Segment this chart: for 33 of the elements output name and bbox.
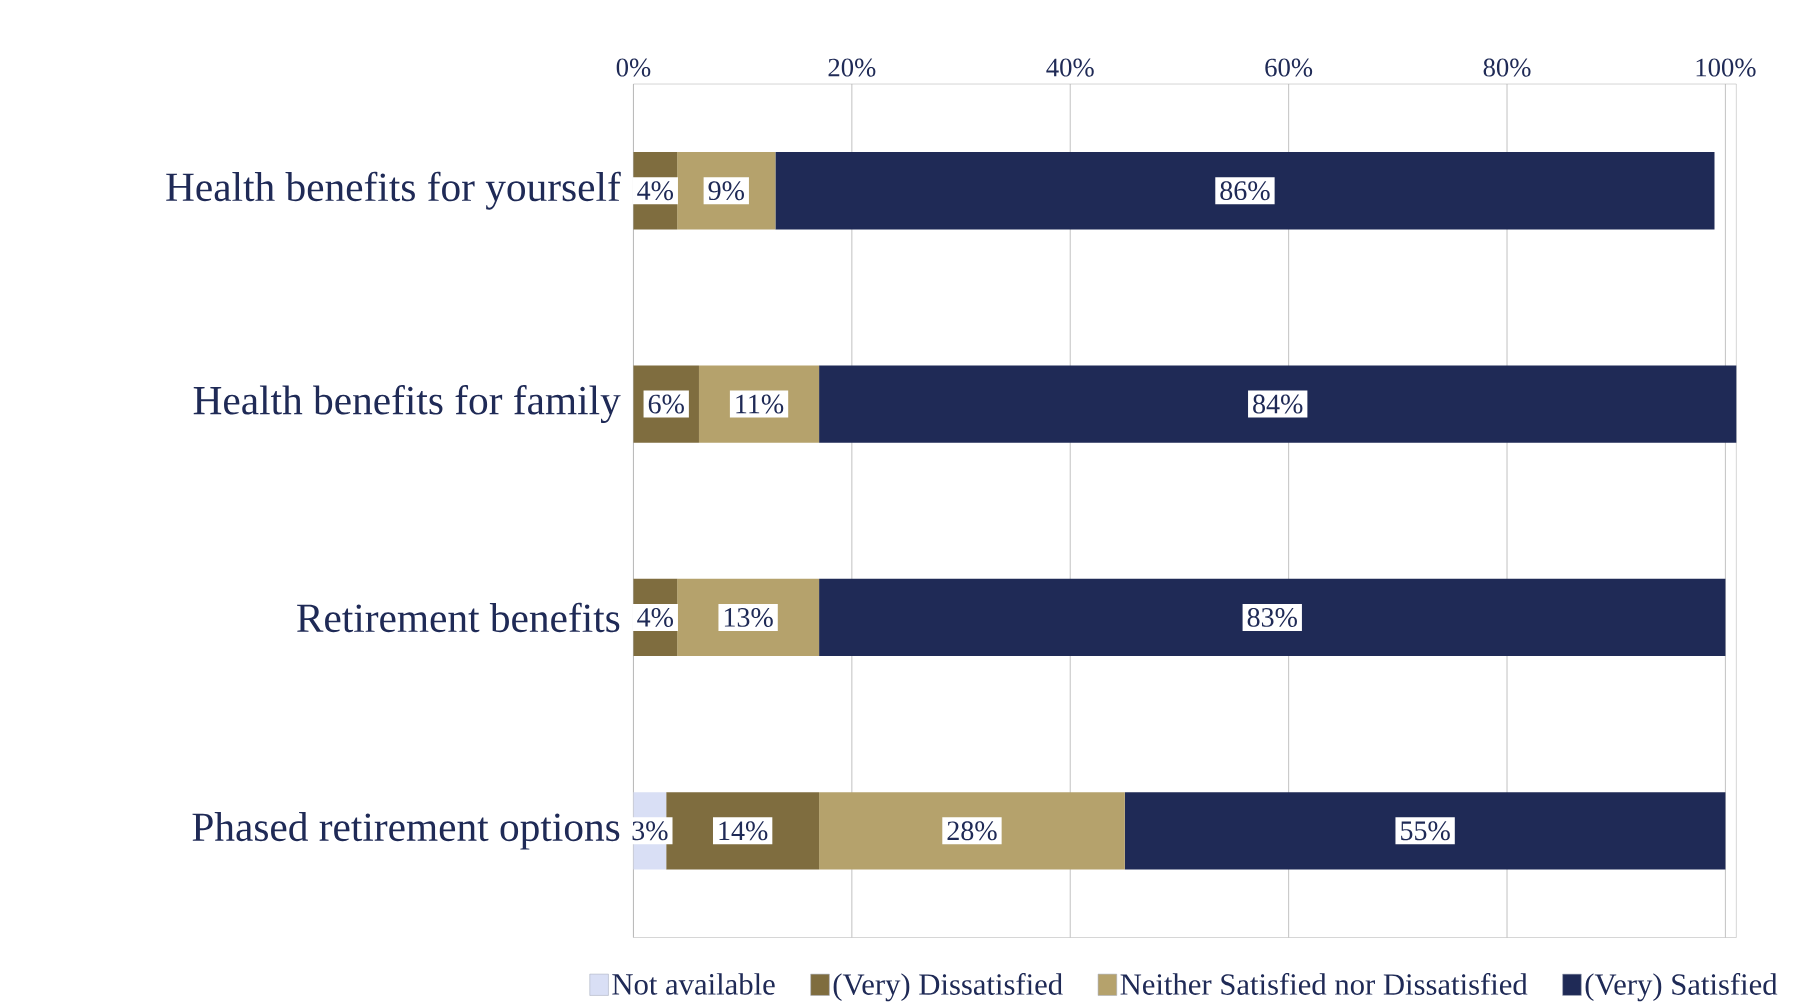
data-label: 28% <box>947 821 997 841</box>
y-tick-label: Retirement benefits <box>297 602 620 633</box>
bar <box>1124 792 1726 870</box>
legend-label: Not available <box>612 973 775 995</box>
legend-label: (Very) Satisfied <box>1585 973 1778 1002</box>
data-label: 84% <box>1253 394 1303 414</box>
data-label: 6% <box>648 394 684 414</box>
data-label: 11% <box>736 394 784 414</box>
data-label: 9% <box>708 181 744 201</box>
data-label: 4% <box>637 608 674 627</box>
data-label: 83% <box>1247 608 1297 627</box>
data-label: 86% <box>1220 181 1270 201</box>
x-tick-label: 40% <box>1046 58 1094 77</box>
legend-label: Neither Satisfied nor Dissatisfied <box>1120 973 1528 995</box>
y-tick-label: Health benefits for family <box>193 385 621 424</box>
x-tick-label: 60% <box>1265 58 1313 77</box>
x-tick-label: 100% <box>1696 58 1756 77</box>
data-label: 4% <box>637 181 674 201</box>
bar <box>775 152 1715 230</box>
data-label: 3% <box>632 821 668 841</box>
legend-label: (Very) Dissatisfied <box>833 973 1063 1002</box>
bar <box>819 578 1726 657</box>
x-tick-label: 20% <box>828 58 876 77</box>
data-label: 55% <box>1401 821 1450 841</box>
data-label: 14% <box>719 821 768 841</box>
data-label: 13% <box>724 608 773 627</box>
x-tick-label: 0% <box>616 58 651 77</box>
x-tick-label: 80% <box>1483 58 1531 77</box>
bar <box>666 792 820 870</box>
y-tick-label: Phased retirement options <box>192 812 620 850</box>
bar <box>819 365 1737 443</box>
y-tick-label: Health benefits for yourself <box>166 171 621 210</box>
bar <box>819 792 1125 870</box>
